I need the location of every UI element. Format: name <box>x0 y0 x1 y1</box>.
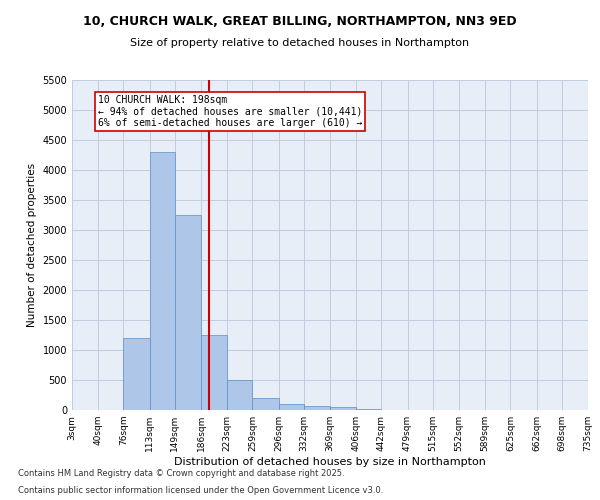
Text: Size of property relative to detached houses in Northampton: Size of property relative to detached ho… <box>130 38 470 48</box>
Text: Contains public sector information licensed under the Open Government Licence v3: Contains public sector information licen… <box>18 486 383 495</box>
Bar <box>278 404 304 410</box>
Text: 10, CHURCH WALK, GREAT BILLING, NORTHAMPTON, NN3 9ED: 10, CHURCH WALK, GREAT BILLING, NORTHAMP… <box>83 15 517 28</box>
Bar <box>124 338 149 410</box>
Bar <box>356 409 382 410</box>
Bar <box>227 380 253 410</box>
Y-axis label: Number of detached properties: Number of detached properties <box>27 163 37 327</box>
Bar <box>304 406 330 410</box>
Bar <box>175 215 201 410</box>
Bar <box>149 152 175 410</box>
Bar <box>253 398 278 410</box>
Bar <box>201 335 227 410</box>
Bar <box>330 407 356 410</box>
X-axis label: Distribution of detached houses by size in Northampton: Distribution of detached houses by size … <box>174 457 486 467</box>
Text: Contains HM Land Registry data © Crown copyright and database right 2025.: Contains HM Land Registry data © Crown c… <box>18 468 344 477</box>
Text: 10 CHURCH WALK: 198sqm
← 94% of detached houses are smaller (10,441)
6% of semi-: 10 CHURCH WALK: 198sqm ← 94% of detached… <box>98 95 362 128</box>
